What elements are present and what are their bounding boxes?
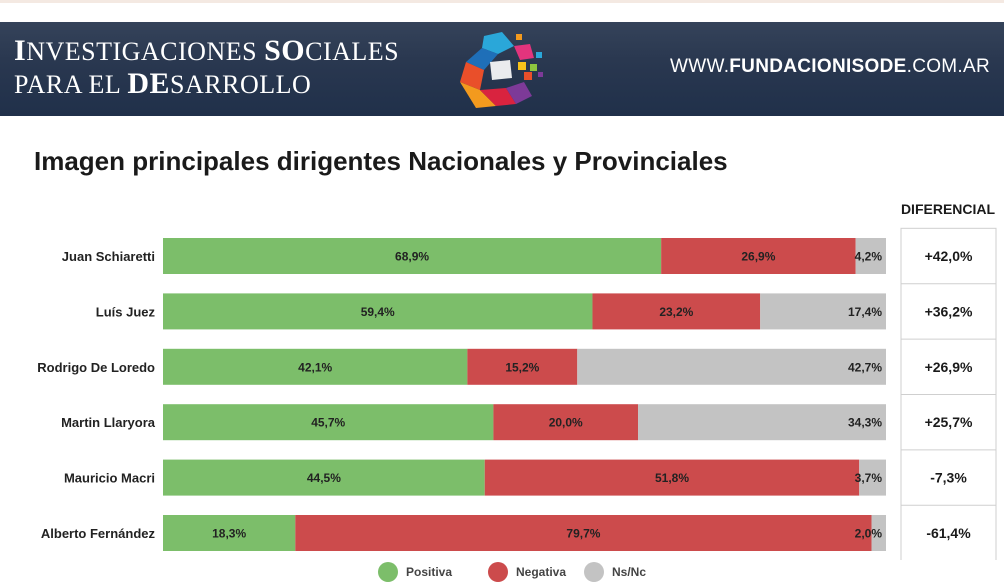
data-label: 3,7% [855,471,883,485]
data-label: 26,9% [741,250,775,264]
data-label: 18,3% [212,527,246,541]
differential-header: DIFERENCIAL [901,201,996,217]
legend-label: Positiva [406,565,453,579]
data-label: 42,7% [848,360,882,374]
differential-value: -7,3% [930,470,967,486]
data-label: 44,5% [307,471,341,485]
site-prefix: WWW. [670,56,730,77]
differential-value: +36,2% [925,303,973,319]
brand-text: NVESTIGACIONES [26,37,265,66]
data-label: 4,2% [855,250,883,264]
legend-swatch [584,562,604,582]
data-label: 23,2% [659,305,693,319]
bar-segment-ns-nc [859,459,886,496]
website-url: WWW.FUNDACIONISODE.COM.AR [670,56,990,78]
legend-label: Ns/Nc [612,565,647,579]
brand-initial: I [14,34,27,67]
data-label: 79,7% [566,527,600,541]
bar-segment-positiva [163,348,468,385]
top-border [0,0,1004,3]
legend-item: Positiva [378,562,452,582]
data-label: 42,1% [298,360,332,374]
bar-segment-ns-nc [638,404,886,441]
bar-segment-negativa [661,238,856,274]
brand-initial: DE [127,67,171,100]
bar-segment-ns-nc [855,238,886,274]
legend-swatch [488,562,508,582]
bar-segment-positiva [163,404,494,441]
bar-segment-negativa [484,459,860,496]
legend-item: Ns/Nc [584,562,646,582]
differential-value: +42,0% [925,248,973,264]
bar-segment-negativa [295,515,872,551]
legend-label: Negativa [516,565,567,579]
isode-logo-icon [460,32,543,108]
bar-segment-positiva [163,238,662,274]
category-label: Juan Schiaretti [62,249,155,264]
brand-line-1: INVESTIGACIONES SOCIALES [14,35,399,68]
legend-swatch [378,562,398,582]
data-label: 15,2% [505,360,539,374]
data-label: 2,0% [855,527,883,541]
bar-segment-ns-nc [577,348,886,385]
legend-item: Negativa [488,562,566,582]
bar-segment-positiva [163,515,296,551]
brand-line-2: PARA EL DESARROLLO [14,68,399,101]
bar-segment-negativa [592,293,761,330]
bar-segment-negativa [493,404,639,441]
brand-text: PARA EL [14,70,128,99]
bar-segment-positiva [163,293,593,330]
data-label: 45,7% [311,416,345,430]
bar-segment-negativa [467,348,578,385]
bar-segment-positiva [163,459,485,496]
category-label: Luís Juez [96,304,156,319]
category-label: Rodrigo De Loredo [37,360,155,375]
stacked-bar-chart: DIFERENCIAL Juan Schiaretti 68,9% 26,9% 4,2%… [37,201,997,560]
header-banner: INVESTIGACIONES SOCIALES PARA EL DESARRO… [0,22,1004,116]
data-label: 68,9% [395,250,429,264]
data-label: 34,3% [848,416,882,430]
data-label: 59,4% [361,305,395,319]
brand-text: SARROLLO [170,70,312,99]
differential-value: -61,4% [926,525,971,541]
data-label: 20,0% [549,416,583,430]
brand-name: INVESTIGACIONES SOCIALES PARA EL DESARRO… [14,35,399,101]
category-label: Alberto Fernández [41,526,156,541]
bar-segment-ns-nc [760,293,886,330]
category-label: Mauricio Macri [64,471,155,486]
differential-value: +25,7% [925,414,973,430]
differential-value: +26,9% [925,359,973,375]
brand-text: CIALES [305,37,400,66]
brand-initial: SO [264,34,306,67]
data-label: 51,8% [655,471,689,485]
page-title: Imagen principales dirigentes Nacionales… [34,146,728,176]
category-label: Martin Llaryora [61,415,156,430]
site-suffix: .COM.AR [906,56,990,77]
bar-segment-ns-nc [871,515,886,551]
data-label: 17,4% [848,305,882,319]
site-domain: FUNDACIONISODE [729,56,907,77]
